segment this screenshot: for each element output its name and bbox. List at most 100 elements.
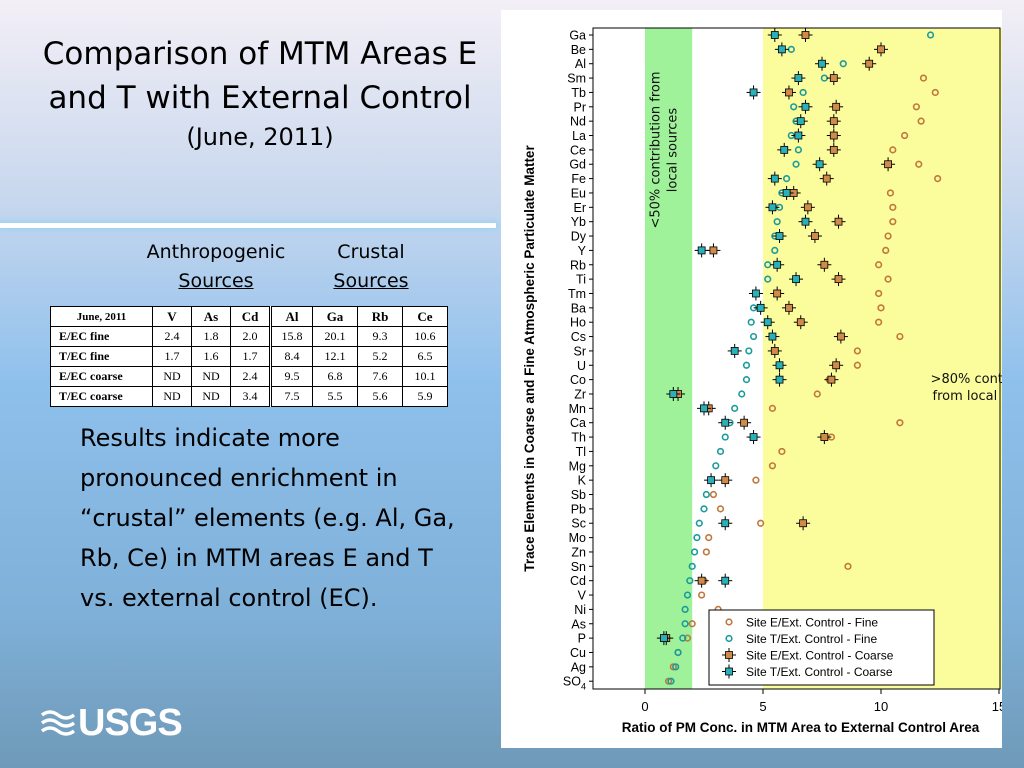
region-high-local	[763, 28, 1002, 689]
usgs-wave-icon	[40, 709, 76, 736]
y-tick-label: Ce	[570, 143, 586, 157]
data-point	[716, 447, 725, 456]
table-header-cell: V	[152, 306, 192, 327]
table-cell: 2.0	[230, 326, 271, 347]
legend-box	[708, 609, 935, 686]
region-low-local-label: <50% contribution from local sources	[649, 71, 681, 228]
table-cell: 2.4	[230, 366, 271, 387]
table-cell: 9.5	[269, 366, 313, 387]
data-point	[829, 358, 844, 373]
table-cell: 1.7	[152, 346, 192, 367]
data-point	[896, 419, 904, 427]
data-point	[772, 229, 787, 244]
table-row: T/EC coarse ND ND 3.4 7.5 5.5 5.6 5.9	[50, 386, 448, 407]
table-cell: 6.8	[312, 366, 358, 387]
data-point	[783, 175, 791, 183]
enrichment-chart-svg: <50% contribution from local sources >80% …	[522, 27, 1002, 735]
table-header-cell: Rb	[357, 306, 403, 327]
data-point	[826, 71, 841, 86]
y-tick-label: Sm	[567, 72, 586, 86]
data-point	[667, 677, 675, 685]
data-point	[772, 372, 787, 387]
results-text: Results indicate more pronounced enrichm…	[80, 424, 455, 612]
enrichment-table: June, 2011 V As Cd Al Ga Rb Ce E/EC fine…	[50, 306, 448, 407]
table-cell: 5.5	[312, 386, 358, 407]
table-cell: ND	[191, 366, 231, 387]
y-axis-label: Trace Elements in Coarse and Fine Atmosp…	[522, 145, 537, 572]
slide-subtitle: (June, 2011)	[186, 123, 334, 151]
x-tick-label: 5	[759, 699, 766, 714]
y-tick-label: Ba	[571, 301, 586, 315]
data-point	[681, 605, 689, 614]
y-tick-label: Sc	[571, 517, 586, 531]
data-point	[826, 142, 841, 157]
legend-entry-label: Site E/Ext. Control - Coarse	[746, 649, 894, 663]
data-point	[760, 315, 775, 330]
table-row: E/EC fine 2.4 1.8 2.0 15.8 20.1 9.3 10.6	[50, 326, 448, 347]
data-point	[790, 103, 798, 111]
data-point	[793, 114, 808, 129]
data-point	[877, 304, 885, 312]
data-point	[752, 476, 760, 484]
data-point	[681, 620, 689, 628]
y-tick-label: Zr	[574, 388, 586, 402]
y-tick-label: La	[572, 129, 586, 143]
data-point	[694, 243, 709, 258]
table-row-label: T/EC fine	[50, 346, 153, 367]
data-point	[799, 88, 807, 97]
table-cell: 5.6	[357, 386, 403, 407]
y-tick-label: Cs	[571, 330, 586, 344]
data-point	[778, 447, 786, 456]
data-point	[706, 243, 721, 258]
table-cell: 5.9	[402, 386, 448, 407]
data-point	[886, 189, 895, 197]
table-cell: 9.3	[357, 326, 403, 347]
y-tick-label: Mn	[569, 402, 586, 416]
data-point	[697, 401, 711, 416]
data-point	[746, 85, 761, 100]
data-point	[874, 42, 888, 57]
data-point	[884, 275, 892, 283]
table-header-cell: Al	[269, 306, 313, 327]
table-header-cell: Cd	[230, 306, 271, 327]
data-point	[833, 329, 848, 344]
data-point	[789, 272, 804, 287]
data-point	[831, 214, 846, 229]
y-tick-label: Yb	[571, 215, 586, 229]
slide-title: Comparison of MTM Areas E and T with Ext…	[42, 36, 478, 116]
data-point	[831, 272, 846, 287]
table-cell: ND	[152, 386, 192, 407]
data-point	[798, 214, 813, 229]
y-tick-label: Fe	[571, 172, 586, 186]
data-point	[768, 462, 777, 470]
y-tick-label: Ti	[576, 273, 586, 287]
data-point	[779, 185, 794, 200]
data-point	[826, 114, 841, 129]
data-point	[875, 261, 883, 269]
data-point	[771, 246, 779, 254]
crustal-label: Crustal	[337, 241, 405, 263]
y-tick-label: Mo	[569, 531, 586, 545]
data-point	[704, 473, 719, 488]
data-point	[875, 318, 883, 326]
data-point	[702, 548, 710, 556]
data-point	[745, 347, 753, 355]
data-point	[926, 31, 935, 39]
data-point	[764, 275, 772, 283]
data-point	[746, 430, 761, 445]
table-cell: 7.5	[269, 386, 313, 407]
data-point	[793, 315, 808, 330]
data-point	[672, 663, 680, 671]
data-point	[722, 664, 736, 679]
data-point	[700, 505, 708, 513]
data-point	[742, 376, 751, 384]
data-point	[765, 200, 780, 215]
anthropogenic-label: Anthropogenic	[146, 241, 286, 263]
data-point	[853, 347, 862, 355]
data-point	[725, 634, 733, 643]
data-point	[773, 218, 781, 226]
data-point	[798, 28, 813, 42]
table-cell: 7.6	[357, 366, 403, 387]
data-point	[705, 533, 713, 542]
data-point	[774, 42, 789, 57]
